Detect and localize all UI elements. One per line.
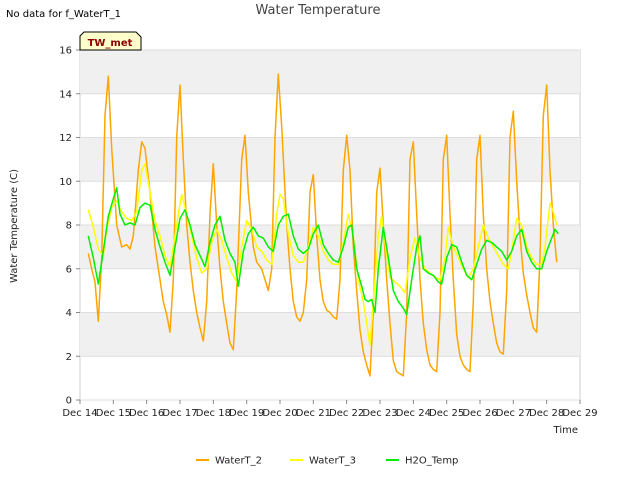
grid-lines — [80, 49, 580, 401]
y-tick-label: 2 — [66, 352, 72, 363]
x-tick-label: Dec 29 — [562, 408, 597, 419]
x-tick-label: Dec 22 — [329, 408, 364, 419]
plot-band — [80, 50, 580, 94]
site-tag-shape — [79, 31, 142, 51]
x-tick-label: Dec 27 — [496, 408, 531, 419]
site-tag-badge: TW_met — [79, 31, 142, 51]
y-tick-label: 6 — [66, 264, 72, 275]
legend: WaterT_2 WaterT_3 H2O_Temp — [196, 456, 458, 467]
x-tick-label: Dec 21 — [296, 408, 331, 419]
y-axis-ticks: 0 2 4 6 8 10 12 14 16 — [59, 46, 80, 407]
legend-label: WaterT_2 — [215, 456, 262, 467]
y-tick-label: 8 — [66, 221, 72, 232]
legend-label: WaterT_3 — [309, 456, 356, 467]
y-tick-label: 4 — [66, 308, 72, 319]
x-tick-label: Dec 19 — [229, 408, 264, 419]
y-tick-label: 14 — [59, 89, 72, 100]
legend-label: H2O_Temp — [405, 456, 458, 467]
plot-bands — [80, 50, 580, 357]
y-tick-label: 10 — [59, 177, 72, 188]
site-tag-label: TW_met — [88, 38, 133, 49]
y-tick-label: 16 — [59, 46, 72, 57]
no-data-note: No data for f_WaterT_1 — [6, 9, 121, 20]
y-axis-title: Water Temperature (C) — [9, 169, 20, 283]
x-tick-label: Dec 25 — [429, 408, 464, 419]
x-tick-label: Dec 28 — [529, 408, 564, 419]
y-tick-label: 12 — [59, 133, 72, 144]
series-line-watert-2 — [87, 73, 558, 377]
chart-title: Water Temperature — [256, 3, 381, 18]
x-tick-label: Dec 17 — [162, 408, 197, 419]
series-line-h2o-temp — [87, 187, 559, 316]
x-tick-label: Dec 16 — [129, 408, 164, 419]
x-tick-label: Dec 24 — [396, 408, 431, 419]
plot-area — [79, 49, 581, 401]
y-tick-label: 0 — [66, 396, 72, 407]
series-lines — [87, 73, 559, 377]
x-tick-label: Dec 14 — [62, 408, 97, 419]
plot-band — [80, 137, 580, 182]
x-tick-label: Dec 15 — [96, 408, 131, 419]
x-tick-label: Dec 18 — [196, 408, 231, 419]
x-axis-title: Time — [553, 425, 578, 436]
x-tick-label: Dec 26 — [462, 408, 497, 419]
series-line-watert-3 — [87, 162, 558, 347]
x-tick-label: Dec 23 — [362, 408, 397, 419]
plot-band — [80, 312, 580, 357]
x-tick-label: Dec 20 — [262, 408, 297, 419]
